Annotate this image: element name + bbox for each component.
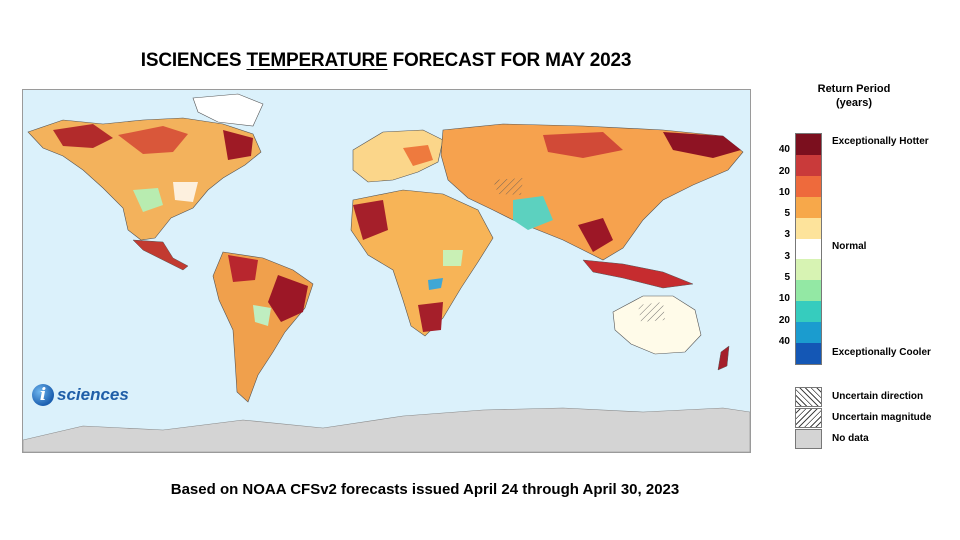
world-map [22,89,751,453]
legend-color-band [796,259,821,281]
map-title: ISCIENCES TEMPERATURE FORECAST FOR MAY 2… [0,50,772,72]
australia [612,295,730,371]
asia [440,123,744,289]
legend-tick: 3 [784,229,790,240]
legend-tick: 20 [778,315,790,326]
legend-color-band [796,154,821,176]
africa [350,189,494,337]
legend-tick: 20 [778,166,790,177]
legend-color-band [796,238,821,260]
legend-color-band [796,343,821,364]
legend-color-bar [795,133,822,365]
legend-color-band [796,196,821,218]
antarctica [23,407,750,452]
logo-icon: i [32,384,54,406]
world-map-svg [23,90,750,452]
legend-tick: 3 [784,251,790,262]
legend-color-band [796,322,821,344]
legend-color-band [796,175,821,197]
legend-color-band [796,301,821,323]
legend-label-hot: Exceptionally Hotter [832,136,929,147]
legend-tick: 40 [778,336,790,347]
legend-color-band [796,217,821,239]
title-underlined: TEMPERATURE [246,50,388,71]
logo-text: sciences [57,385,129,404]
legend-tick: 5 [784,272,790,283]
legend-tick: 40 [778,144,790,155]
legend-label-normal: Normal [832,241,867,252]
uncertain-direction-swatch [795,387,822,407]
europe [352,129,444,183]
title-suffix: FORECAST FOR MAY 2023 [387,50,632,71]
title-prefix: ISCIENCES [140,50,247,71]
legend-tick: 10 [778,187,790,198]
no-data-label: No data [832,433,869,444]
legend-tick: 5 [784,208,790,219]
legend-label-cool: Exceptionally Cooler [832,347,931,358]
north-america [27,93,264,271]
south-america [212,251,314,403]
legend-color-band [796,280,821,302]
legend-title-line2: (years) [835,97,873,109]
legend-color-band [796,134,821,155]
uncertain-magnitude-swatch [795,408,822,428]
legend-title-line1: Return Period [817,83,891,95]
uncertain-direction-label: Uncertain direction [832,391,924,402]
legend-title: Return Period (years) [806,82,902,110]
footer-caption: Based on NOAA CFSv2 forecasts issued Apr… [170,481,680,498]
uncertain-magnitude-label: Uncertain magnitude [832,412,932,423]
legend-tick: 10 [778,293,790,304]
isciences-logo: i sciences [32,384,129,406]
no-data-swatch [795,429,822,449]
